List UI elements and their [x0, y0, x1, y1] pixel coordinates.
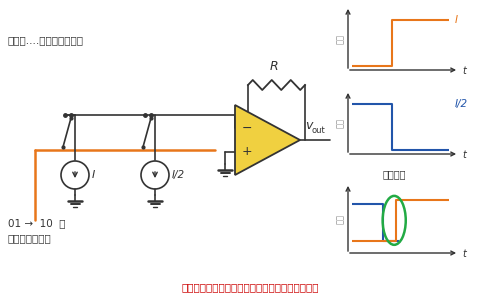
Text: 電流: 電流: [336, 34, 345, 44]
Text: v: v: [305, 119, 312, 132]
Text: グリッチ: グリッチ: [382, 169, 406, 179]
Text: I: I: [92, 170, 95, 180]
Text: t: t: [462, 150, 466, 160]
Text: t: t: [462, 66, 466, 76]
Text: 電流: 電流: [336, 214, 345, 224]
Text: 01 →  10  に
切り替えたとき: 01 → 10 に 切り替えたとき: [8, 218, 66, 243]
Text: −: −: [242, 122, 252, 135]
Text: out: out: [312, 126, 326, 135]
Polygon shape: [235, 105, 300, 175]
Text: I/2: I/2: [172, 170, 185, 180]
Text: R: R: [270, 60, 278, 73]
Text: 例えば....電流モードでは: 例えば....電流モードでは: [8, 35, 84, 45]
Text: t: t: [462, 249, 466, 259]
Text: +: +: [242, 146, 252, 158]
Text: 電流: 電流: [336, 118, 345, 128]
Text: I/2: I/2: [455, 99, 468, 109]
Text: 切り替えに時間差があるとグリッチが観測される: 切り替えに時間差があるとグリッチが観測される: [181, 282, 319, 292]
Text: I: I: [455, 15, 458, 25]
